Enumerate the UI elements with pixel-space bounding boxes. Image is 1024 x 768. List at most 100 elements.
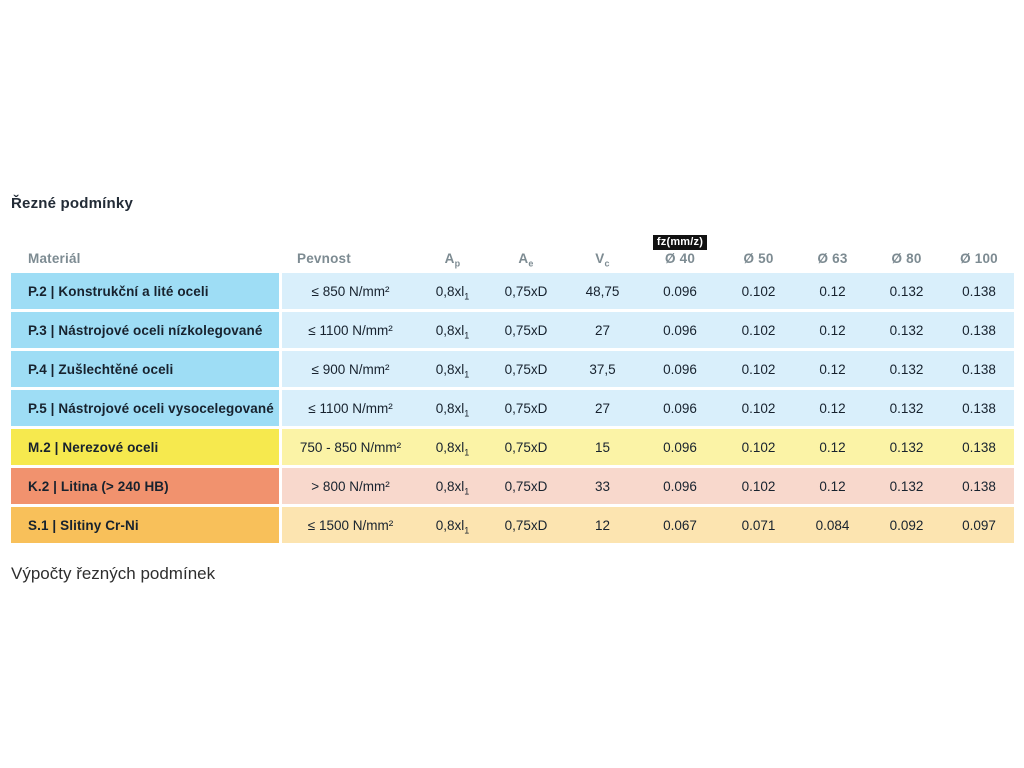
vc-cell: 12 (594, 517, 611, 533)
fz-d63-cell: 0.12 (819, 322, 846, 338)
table-row-k2: K.2 | Litina (> 240 HB) > 800 N/mm² 0,8x… (11, 468, 1014, 504)
row-values: ≤ 850 N/mm² 0,8xl1 0,75xD 48,75 0.096 0.… (282, 273, 1014, 309)
pevnost-cell: ≤ 1500 N/mm² (307, 517, 394, 533)
vc-cell: 48,75 (585, 283, 620, 299)
fz-d63-cell: 0.12 (819, 439, 846, 455)
fz-d50-cell: 0.102 (741, 400, 776, 416)
fz-d50-cell: 0.102 (741, 283, 776, 299)
ae-cell: 0,75xD (504, 361, 548, 377)
table-row-s1: S.1 | Slitiny Cr-Ni ≤ 1500 N/mm² 0,8xl1 … (11, 507, 1014, 543)
material-cell: P.4 | Zušlechtěné oceli (11, 351, 279, 387)
pevnost-cell: ≤ 850 N/mm² (311, 283, 390, 299)
fz-d80-cell: 0.132 (889, 322, 924, 338)
row-values: ≤ 1500 N/mm² 0,8xl1 0,75xD 12 0.067 0.07… (282, 507, 1014, 543)
header-pevnost: Pevnost (297, 251, 351, 266)
cutting-conditions-table: Materiál Pevnost Ap Ae Vc fz(mm/z) Ø 40 … (11, 234, 1014, 543)
fz-d50-cell: 0.102 (741, 439, 776, 455)
ae-cell: 0,75xD (504, 439, 548, 455)
header-vc: Vc (595, 251, 610, 269)
ap-cell: 0,8xl1 (435, 283, 470, 302)
fz-d63-cell: 0.084 (815, 517, 850, 533)
ap-cell: 0,8xl1 (435, 400, 470, 419)
fz-unit-badge: fz(mm/z) (652, 235, 708, 250)
material-cell: P.3 | Nástrojové oceli nízkolegované (11, 312, 279, 348)
row-values: > 800 N/mm² 0,8xl1 0,75xD 33 0.096 0.102… (282, 468, 1014, 504)
fz-d63-cell: 0.12 (819, 400, 846, 416)
table-row-p3: P.3 | Nástrojové oceli nízkolegované ≤ 1… (11, 312, 1014, 348)
header-material: Materiál (28, 251, 81, 266)
vc-cell: 37,5 (589, 361, 616, 377)
pevnost-cell: > 800 N/mm² (311, 478, 390, 494)
row-values: ≤ 1100 N/mm² 0,8xl1 0,75xD 27 0.096 0.10… (282, 312, 1014, 348)
fz-d50-cell: 0.102 (741, 322, 776, 338)
fz-d80-cell: 0.132 (889, 478, 924, 494)
fz-d63-cell: 0.12 (819, 283, 846, 299)
fz-d80-cell: 0.132 (889, 361, 924, 377)
material-cell: P.5 | Nástrojové oceli vysocelegované (11, 390, 279, 426)
fz-d80-cell: 0.092 (889, 517, 924, 533)
fz-d80-cell: 0.132 (889, 400, 924, 416)
table-row-p2: P.2 | Konstrukční a lité oceli ≤ 850 N/m… (11, 273, 1014, 309)
vc-cell: 15 (594, 439, 611, 455)
vc-cell: 33 (594, 478, 611, 494)
ap-cell: 0,8xl1 (435, 361, 470, 380)
material-cell: M.2 | Nerezové oceli (11, 429, 279, 465)
pevnost-cell: ≤ 1100 N/mm² (308, 400, 393, 416)
fz-d40-cell: 0.096 (663, 478, 697, 494)
page-title: Řezné podmínky (11, 195, 133, 212)
header-values: Pevnost Ap Ae Vc fz(mm/z) Ø 40 Ø 50 Ø 63… (282, 235, 1014, 269)
ap-cell: 0,8xl1 (435, 478, 470, 497)
vc-cell: 27 (594, 400, 611, 416)
fz-d40-cell: 0.096 (663, 400, 697, 416)
fz-d40-cell: 0.096 (663, 439, 697, 455)
pevnost-cell: ≤ 900 N/mm² (311, 361, 390, 377)
fz-d100-cell: 0.138 (962, 361, 996, 377)
fz-d100-cell: 0.138 (962, 322, 996, 338)
table-header-row: Materiál Pevnost Ap Ae Vc fz(mm/z) Ø 40 … (11, 234, 1014, 269)
fz-d100-cell: 0.138 (962, 439, 996, 455)
vc-cell: 27 (594, 322, 611, 338)
header-ae: Ae (518, 251, 534, 269)
page: Řezné podmínky Materiál Pevnost Ap Ae Vc… (11, 195, 1014, 583)
fz-d100-cell: 0.138 (962, 283, 996, 299)
fz-d63-cell: 0.12 (819, 478, 846, 494)
ap-cell: 0,8xl1 (435, 322, 470, 341)
header-d50: Ø 50 (743, 251, 774, 266)
ae-cell: 0,75xD (504, 322, 548, 338)
fz-d100-cell: 0.138 (962, 478, 996, 494)
ae-cell: 0,75xD (504, 283, 548, 299)
header-ap: Ap (444, 251, 461, 269)
fz-d50-cell: 0.102 (741, 361, 776, 377)
row-values: ≤ 1100 N/mm² 0,8xl1 0,75xD 27 0.096 0.10… (282, 390, 1014, 426)
header-d100: Ø 100 (960, 251, 998, 266)
fz-d100-cell: 0.138 (962, 400, 996, 416)
header-d40: fz(mm/z) Ø 40 (639, 235, 721, 266)
fz-d40-cell: 0.096 (663, 322, 697, 338)
fz-d40-cell: 0.067 (663, 517, 697, 533)
pevnost-cell: ≤ 1100 N/mm² (308, 322, 393, 338)
ae-cell: 0,75xD (504, 400, 548, 416)
fz-d40-cell: 0.096 (663, 283, 697, 299)
material-cell: S.1 | Slitiny Cr-Ni (11, 507, 279, 543)
ap-cell: 0,8xl1 (435, 517, 470, 536)
ap-cell: 0,8xl1 (435, 439, 470, 458)
material-cell: P.2 | Konstrukční a lité oceli (11, 273, 279, 309)
fz-d40-cell: 0.096 (663, 361, 697, 377)
section-title-calculations: Výpočty řezných podmínek (11, 564, 216, 583)
fz-d100-cell: 0.097 (962, 517, 996, 533)
fz-d80-cell: 0.132 (889, 439, 924, 455)
fz-d50-cell: 0.071 (741, 517, 776, 533)
header-d80: Ø 80 (891, 251, 922, 266)
ae-cell: 0,75xD (504, 478, 548, 494)
header-d63: Ø 63 (817, 251, 848, 266)
fz-d80-cell: 0.132 (889, 283, 924, 299)
table-body: P.2 | Konstrukční a lité oceli ≤ 850 N/m… (11, 273, 1014, 543)
row-values: ≤ 900 N/mm² 0,8xl1 0,75xD 37,5 0.096 0.1… (282, 351, 1014, 387)
table-row-m2: M.2 | Nerezové oceli 750 - 850 N/mm² 0,8… (11, 429, 1014, 465)
fz-d50-cell: 0.102 (741, 478, 776, 494)
fz-d63-cell: 0.12 (819, 361, 846, 377)
pevnost-cell: 750 - 850 N/mm² (299, 439, 402, 455)
table-row-p4: P.4 | Zušlechtěné oceli ≤ 900 N/mm² 0,8x… (11, 351, 1014, 387)
table-row-p5: P.5 | Nástrojové oceli vysocelegované ≤ … (11, 390, 1014, 426)
ae-cell: 0,75xD (504, 517, 548, 533)
